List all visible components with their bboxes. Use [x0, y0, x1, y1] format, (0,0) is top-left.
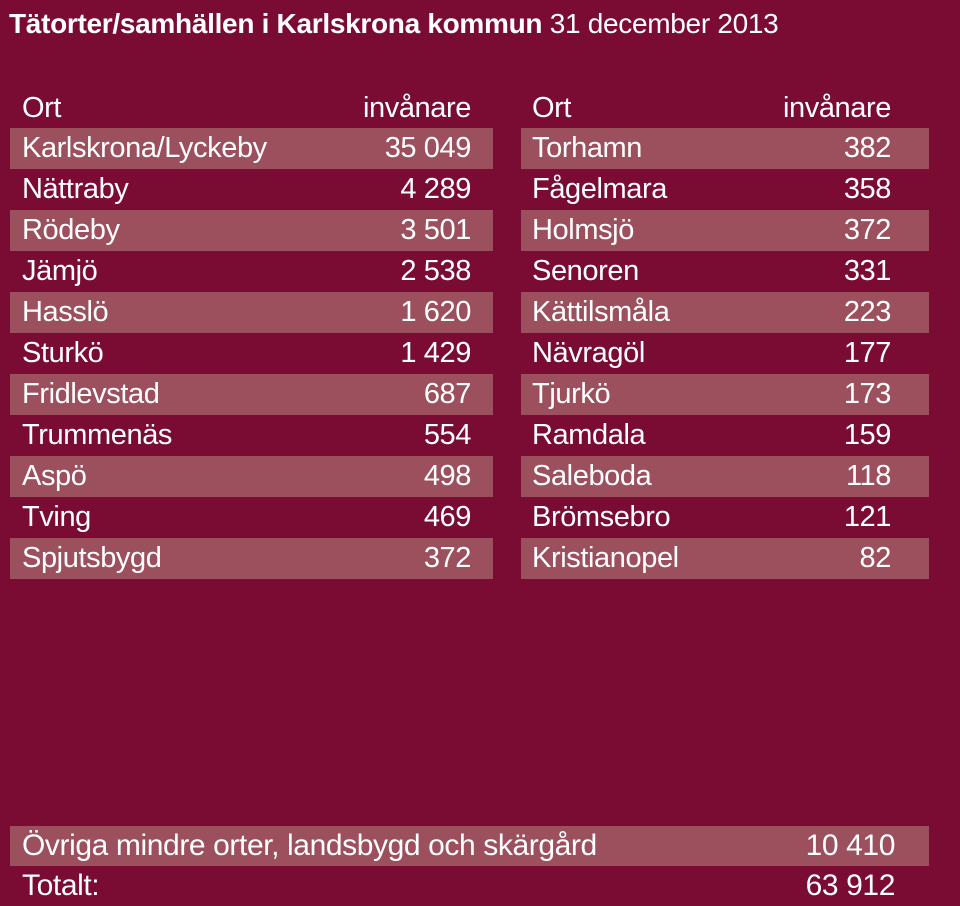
- ort-name: Kättilsmåla: [532, 296, 670, 328]
- ort-count: 554: [423, 419, 472, 451]
- ort-count: 498: [423, 460, 472, 492]
- ort-name: Senoren: [532, 255, 639, 287]
- other-areas-value: 10 410: [805, 829, 896, 862]
- ort-name: Rödeby: [22, 214, 120, 246]
- ort-count: 687: [423, 378, 472, 410]
- total-label: Totalt:: [22, 869, 100, 902]
- ort-count: 358: [843, 173, 892, 205]
- header-ort: Ort: [532, 92, 572, 124]
- other-areas-row: Övriga mindre orter, landsbygd och skärg…: [10, 826, 929, 866]
- ort-name: Spjutsbygd: [22, 542, 162, 574]
- header-invanare: invånare: [782, 92, 891, 124]
- page-title: Tätorter/samhällen i Karlskrona kommun 3…: [9, 6, 779, 42]
- summary-footer: Övriga mindre orter, landsbygd och skärg…: [10, 826, 929, 906]
- ort-count: 382: [843, 132, 892, 164]
- table-row: Sturkö 1 429: [10, 333, 493, 374]
- ort-count: 1 429: [400, 337, 471, 369]
- ort-name: Tving: [22, 501, 91, 533]
- header-invanare: invånare: [362, 92, 471, 124]
- ort-count: 372: [843, 214, 892, 246]
- ort-name: Saleboda: [532, 460, 652, 492]
- ort-count: 223: [843, 296, 892, 328]
- right-table: Ort invånare Torhamn 382 Fågelmara 358 Hol…: [521, 88, 929, 579]
- table-row: Tjurkö 173: [521, 374, 929, 415]
- table-row: Nättraby 4 289: [10, 169, 493, 210]
- ort-count: 173: [843, 378, 892, 410]
- ort-name: Ramdala: [532, 419, 646, 451]
- table-row: Kättilsmåla 223: [521, 292, 929, 333]
- table-row: Ramdala 159: [521, 415, 929, 456]
- ort-name: Karlskrona/Lyckeby: [22, 132, 267, 164]
- ort-name: Holmsjö: [532, 214, 634, 246]
- table-row: Kristianopel 82: [521, 538, 929, 579]
- table-row: Senoren 331: [521, 251, 929, 292]
- left-table: Ort invånare Karlskrona/Lyckeby 35 049 Nä…: [10, 88, 493, 579]
- ort-name: Hasslö: [22, 296, 109, 328]
- table-row: Jämjö 2 538: [10, 251, 493, 292]
- title-date: 31 december 2013: [549, 8, 779, 39]
- ort-name: Fridlevstad: [22, 378, 160, 410]
- table-row: Saleboda 118: [521, 456, 929, 497]
- ort-name: Kristianopel: [532, 542, 679, 574]
- ort-name: Torhamn: [532, 132, 643, 164]
- ort-count: 121: [843, 501, 892, 533]
- table-row: Rödeby 3 501: [10, 210, 493, 251]
- table-row: Tving 469: [10, 497, 493, 538]
- ort-name: Aspö: [22, 460, 87, 492]
- table-row: Hasslö 1 620: [10, 292, 493, 333]
- table-row: Spjutsbygd 372: [10, 538, 493, 579]
- ort-count: 2 538: [400, 255, 471, 287]
- title-main: Tätorter/samhällen i Karlskrona kommun: [9, 8, 543, 39]
- left-table-header: Ort invånare: [10, 88, 493, 128]
- ort-count: 372: [423, 542, 472, 574]
- other-areas-label: Övriga mindre orter, landsbygd och skärg…: [22, 829, 597, 862]
- ort-name: Brömsebro: [532, 501, 671, 533]
- total-value: 63 912: [805, 869, 896, 902]
- ort-name: Nättraby: [22, 173, 129, 205]
- ort-count: 3 501: [400, 214, 471, 246]
- ort-count: 4 289: [400, 173, 471, 205]
- ort-count: 331: [843, 255, 892, 287]
- ort-name: Nävragöl: [532, 337, 645, 369]
- total-row: Totalt: 63 912: [10, 866, 929, 906]
- ort-count: 82: [859, 542, 892, 574]
- ort-count: 35 049: [384, 132, 472, 164]
- ort-count: 159: [843, 419, 892, 451]
- table-row: Torhamn 382: [521, 128, 929, 169]
- ort-count: 118: [845, 460, 891, 492]
- ort-count: 177: [843, 337, 892, 369]
- table-row: Fågelmara 358: [521, 169, 929, 210]
- ort-name: Sturkö: [22, 337, 104, 369]
- ort-name: Fågelmara: [532, 173, 668, 205]
- ort-name: Tjurkö: [532, 378, 611, 410]
- ort-name: Trummenäs: [22, 419, 173, 451]
- ort-name: Jämjö: [22, 255, 98, 287]
- table-row: Nävragöl 177: [521, 333, 929, 374]
- ort-count: 469: [423, 501, 472, 533]
- header-ort: Ort: [22, 92, 62, 124]
- table-row: Brömsebro 121: [521, 497, 929, 538]
- table-row: Holmsjö 372: [521, 210, 929, 251]
- table-row: Trummenäs 554: [10, 415, 493, 456]
- table-row: Karlskrona/Lyckeby 35 049: [10, 128, 493, 169]
- table-row: Aspö 498: [10, 456, 493, 497]
- right-table-header: Ort invånare: [521, 88, 929, 128]
- table-row: Fridlevstad 687: [10, 374, 493, 415]
- ort-count: 1 620: [400, 296, 471, 328]
